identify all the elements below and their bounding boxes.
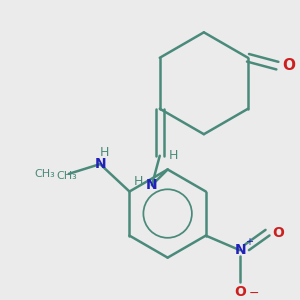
- Text: CH₃: CH₃: [34, 169, 55, 179]
- Text: N: N: [234, 243, 246, 257]
- Text: H: H: [99, 146, 109, 159]
- Text: O: O: [283, 58, 296, 73]
- Text: O: O: [272, 226, 284, 240]
- Text: H: H: [169, 149, 178, 162]
- Text: −: −: [249, 287, 259, 300]
- Text: N: N: [94, 157, 106, 171]
- Text: N: N: [146, 178, 158, 192]
- Text: H: H: [134, 175, 143, 188]
- Text: CH₃: CH₃: [56, 171, 77, 181]
- Text: O: O: [234, 285, 246, 299]
- Text: +: +: [245, 238, 253, 248]
